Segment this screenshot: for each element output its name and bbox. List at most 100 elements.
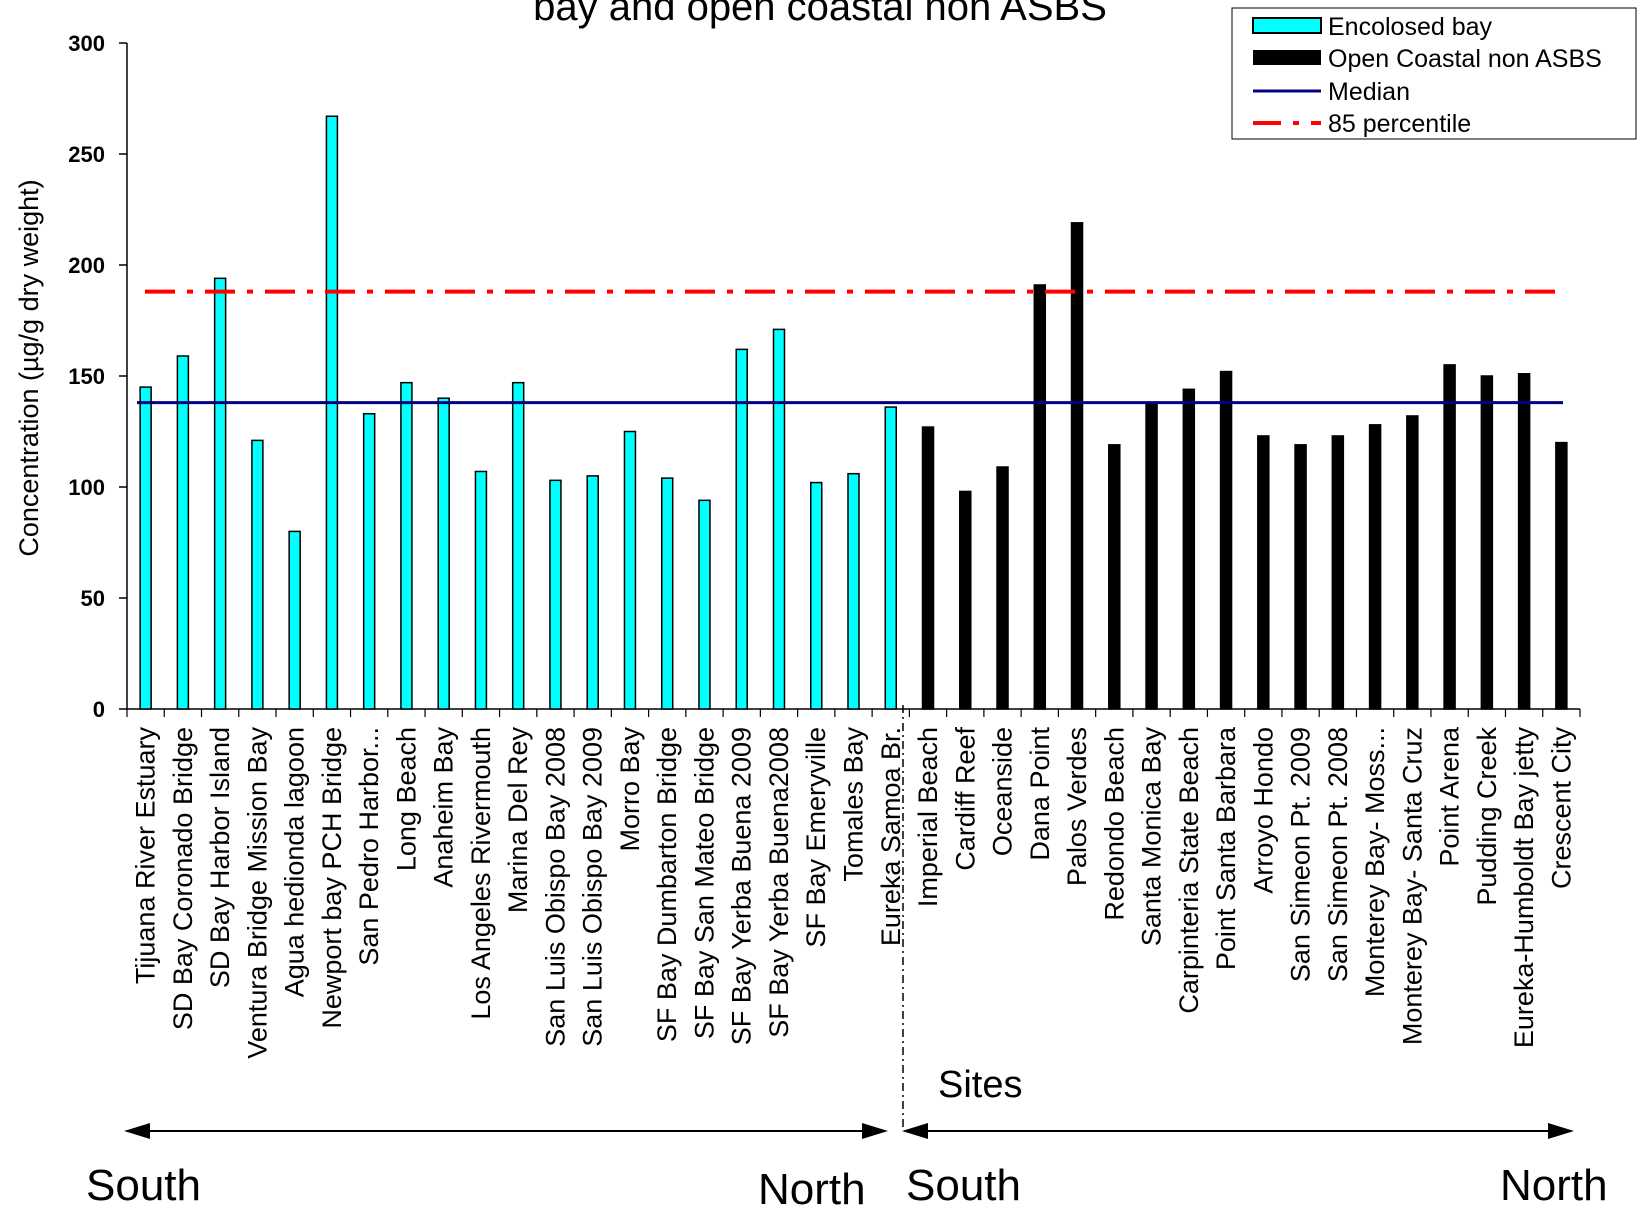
x-category-label: Carpinteria State Beach bbox=[1174, 727, 1204, 1014]
x-category-label: Palos Verdes bbox=[1062, 727, 1092, 886]
x-category-label: San Simeon Pt. 2009 bbox=[1286, 727, 1316, 982]
open-coastal-bar bbox=[1443, 364, 1456, 710]
x-category-label: Marina Del Rey bbox=[503, 727, 533, 914]
y-tick-label: 50 bbox=[81, 586, 105, 611]
enclosed-bay-bar bbox=[325, 115, 339, 710]
open-coastal-bar bbox=[1070, 222, 1084, 710]
category-labels: Tijuana River Estuary SD Bay Coronado Bri… bbox=[131, 726, 1577, 1059]
y-axis: 0 50 100 150 200 250 300 bbox=[68, 31, 128, 722]
y-tick-label: 100 bbox=[68, 475, 105, 500]
enclosed-bay-bar bbox=[400, 381, 413, 710]
x-category-label: Monterey Bay- Moss... bbox=[1360, 727, 1390, 997]
open-coastal-bar bbox=[1182, 388, 1196, 710]
x-category-label: Redondo Beach bbox=[1099, 727, 1129, 921]
y-tick-label: 300 bbox=[68, 31, 105, 56]
x-category-label: Morro Bay bbox=[615, 727, 645, 852]
open-coastal-bar bbox=[1555, 441, 1568, 710]
open-coastal-bar bbox=[921, 426, 935, 710]
x-category-label: SD Bay Coronado Bridge bbox=[168, 727, 198, 1030]
x-category-label: Agua hedionda lagoon bbox=[280, 727, 310, 997]
open-coastal-bar bbox=[996, 466, 1009, 710]
left-direction-arrow bbox=[124, 1123, 888, 1139]
enclosed-bay-bar bbox=[362, 412, 376, 710]
x-category-label: Long Beach bbox=[391, 727, 421, 871]
x-category-label: Cardiff Reef bbox=[950, 727, 980, 871]
x-axis-label: Sites bbox=[938, 1064, 1022, 1106]
x-category-label: San Pedro Harbor... bbox=[354, 727, 384, 966]
x-category-label: Crescent City bbox=[1546, 727, 1576, 890]
x-category-label: SD Bay Harbor Island bbox=[205, 727, 235, 988]
y-axis-label: Concentration (µg/g dry weight) bbox=[14, 179, 44, 556]
x-category-label: SF Bay Yerba Buena2008 bbox=[764, 727, 794, 1038]
open-coastal-bar bbox=[1294, 444, 1307, 710]
legend-label-median: Median bbox=[1328, 78, 1410, 106]
x-category-label: SF Bay Yerba Buena 2009 bbox=[727, 727, 757, 1045]
enclosed-bay-bar bbox=[511, 381, 525, 710]
open-coastal-bar bbox=[1517, 373, 1531, 710]
y-tick-label: 150 bbox=[68, 364, 105, 389]
y-tick-label: 0 bbox=[93, 697, 105, 722]
x-category-label: Monterey Bay- Santa Cruz bbox=[1397, 727, 1427, 1045]
open-coastal-bar bbox=[1406, 415, 1419, 710]
open-coastal-bar bbox=[959, 490, 972, 710]
enclosed-bay-bar bbox=[660, 477, 674, 710]
x-category-label: Arroyo Hondo bbox=[1248, 727, 1278, 894]
x-category-label: Dana Point bbox=[1025, 727, 1055, 861]
open-coastal-bar bbox=[1257, 435, 1270, 710]
enclosed-bay-bar bbox=[809, 481, 823, 710]
y-tick-label: 250 bbox=[68, 142, 105, 167]
open-coastal-bar bbox=[1331, 435, 1345, 710]
south-label-right: South bbox=[906, 1161, 1021, 1209]
x-category-label: SF Bay San Mateo Bridge bbox=[689, 727, 719, 1039]
x-category-label: Eureka-Humboldt Bay jetty bbox=[1509, 727, 1539, 1049]
x-category-label: Santa Monica Bay bbox=[1137, 727, 1167, 947]
enclosed-bay-bar bbox=[884, 406, 898, 710]
x-category-label: Oceanside bbox=[988, 727, 1018, 856]
open-coastal-bar bbox=[1480, 375, 1494, 710]
enclosed-bay-bar bbox=[623, 430, 637, 710]
north-label-right: North bbox=[1500, 1161, 1608, 1209]
enclosed-bay-bar bbox=[213, 277, 227, 710]
legend-label-enclosed-bay: Encolosed bay bbox=[1328, 13, 1493, 41]
open-coastal-bar bbox=[1108, 444, 1121, 710]
open-coastal-bar bbox=[1368, 424, 1382, 710]
chart-title: bay and open coastal non ASBS bbox=[533, 0, 1107, 29]
open-coastal-bar bbox=[1033, 284, 1047, 710]
x-category-label: Newport bay PCH Bridge bbox=[317, 727, 347, 1029]
y-tick-label: 200 bbox=[68, 253, 105, 278]
legend-swatch-open-coastal bbox=[1253, 50, 1321, 65]
enclosed-bay-bar bbox=[474, 470, 488, 710]
x-category-label: Ventura Bridge Mission Bay bbox=[242, 727, 272, 1059]
x-category-label: Tomales Bay bbox=[839, 727, 869, 882]
enclosed-bay-bar bbox=[586, 475, 599, 710]
x-category-label: Pudding Creek bbox=[1472, 727, 1502, 906]
x-category-label: Anaheim Bay bbox=[429, 727, 459, 888]
enclosed-bay-bar bbox=[549, 479, 562, 710]
enclosed-bay-bar bbox=[139, 386, 152, 710]
enclosed-bay-bar bbox=[735, 348, 748, 710]
enclosed-bay-bar bbox=[288, 530, 301, 710]
legend: Encolosed bay Open Coastal non ASBS Medi… bbox=[1231, 7, 1637, 140]
enclosed-bay-bar bbox=[698, 499, 711, 710]
x-category-label: Tijuana River Estuary bbox=[131, 727, 161, 985]
legend-label-open-coastal: Open Coastal non ASBS bbox=[1328, 45, 1602, 73]
legend-label-85-percentile: 85 percentile bbox=[1328, 110, 1471, 138]
open-coastal-bar bbox=[1145, 401, 1158, 710]
x-category-label: San Simeon Pt. 2008 bbox=[1323, 727, 1353, 982]
enclosed-bay-bar bbox=[437, 397, 450, 710]
enclosed-bay-bar bbox=[251, 439, 264, 710]
x-category-label: San Luis Obispo Bay 2008 bbox=[540, 727, 570, 1047]
enclosed-bay-bar bbox=[847, 472, 860, 710]
open-coastal-bar bbox=[1219, 370, 1233, 710]
x-category-label: SF Bay Dumbarton Bridge bbox=[652, 727, 682, 1042]
enclosed-bay-bar bbox=[176, 355, 190, 710]
enclosed-bay-bar bbox=[772, 328, 786, 710]
x-axis bbox=[126, 708, 1581, 717]
bars bbox=[139, 115, 1568, 710]
x-category-label: Point Santa Barbara bbox=[1211, 726, 1241, 970]
x-category-label: Imperial Beach bbox=[913, 727, 943, 907]
south-label-left: South bbox=[86, 1161, 201, 1209]
x-category-label: Point Arena bbox=[1435, 726, 1465, 867]
x-category-label: Eureka Samoa Br. bbox=[876, 727, 906, 946]
